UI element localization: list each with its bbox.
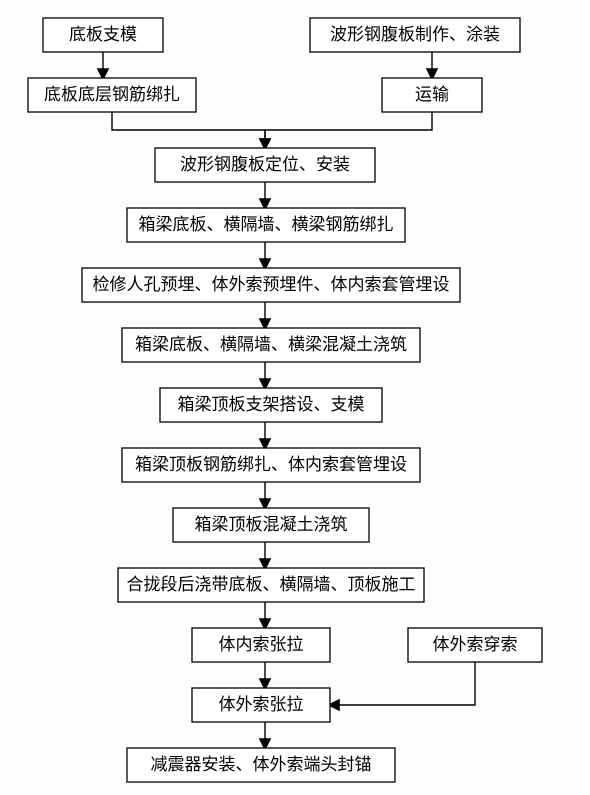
node-n14: 体外索穿索 <box>408 628 542 662</box>
edge-n2-n5 <box>112 112 265 148</box>
node-n1: 底板支模 <box>43 18 163 52</box>
node-n4: 运输 <box>382 78 482 112</box>
node-n6: 箱梁底板、横隔墙、横梁钢筋绑扎 <box>127 208 405 242</box>
node-label: 波形钢腹板定位、安装 <box>180 155 350 174</box>
node-label: 运输 <box>415 85 449 104</box>
node-label: 体外索张拉 <box>219 695 304 714</box>
node-label: 减震器安装、体外索端头封锚 <box>151 755 372 774</box>
node-n10: 箱梁顶板钢筋绑扎、体内索套管埋设 <box>122 448 420 482</box>
node-label: 检修人孔预埋、体外索预埋件、体内索套管埋设 <box>93 275 450 294</box>
node-n15: 体外索张拉 <box>192 688 330 722</box>
node-n11: 箱梁顶板混凝土浇筑 <box>173 508 369 542</box>
node-label: 底板支模 <box>69 25 137 44</box>
node-label: 箱梁顶板钢筋绑扎、体内索套管埋设 <box>135 455 407 474</box>
node-n13: 体内索张拉 <box>192 628 330 662</box>
node-n12: 合拢段后浇带底板、横隔墙、顶板施工 <box>118 568 424 602</box>
node-label: 箱梁底板、横隔墙、横梁钢筋绑扎 <box>139 215 394 234</box>
node-n9: 箱梁顶板支架搭设、支模 <box>160 388 382 422</box>
edge-n4-n5 <box>265 112 432 148</box>
node-label: 体内索张拉 <box>219 635 304 654</box>
node-label: 底板底层钢筋绑扎 <box>44 85 180 104</box>
node-label: 体外索穿索 <box>433 635 518 654</box>
node-label: 箱梁顶板混凝土浇筑 <box>195 515 348 534</box>
node-label: 箱梁底板、横隔墙、横梁混凝土浇筑 <box>135 335 407 354</box>
node-label: 波形钢腹板制作、涂装 <box>330 25 500 44</box>
node-n2: 底板底层钢筋绑扎 <box>28 78 196 112</box>
node-n7: 检修人孔预埋、体外索预埋件、体内索套管埋设 <box>82 268 460 302</box>
node-n8: 箱梁底板、横隔墙、横梁混凝土浇筑 <box>122 328 420 362</box>
node-label: 合拢段后浇带底板、横隔墙、顶板施工 <box>127 575 416 594</box>
flowchart-canvas: 底板支模底板底层钢筋绑扎 波形钢腹板制作、涂装运输波形钢腹板定位、安装箱梁底板、横… <box>0 0 590 795</box>
node-n5: 波形钢腹板定位、安装 <box>155 148 375 182</box>
node-n16: 减震器安装、体外索端头封锚 <box>127 748 395 782</box>
node-label: 箱梁顶板支架搭设、支模 <box>178 395 365 414</box>
edge-n14-n15 <box>330 662 475 705</box>
node-n3: 波形钢腹板制作、涂装 <box>310 18 520 52</box>
